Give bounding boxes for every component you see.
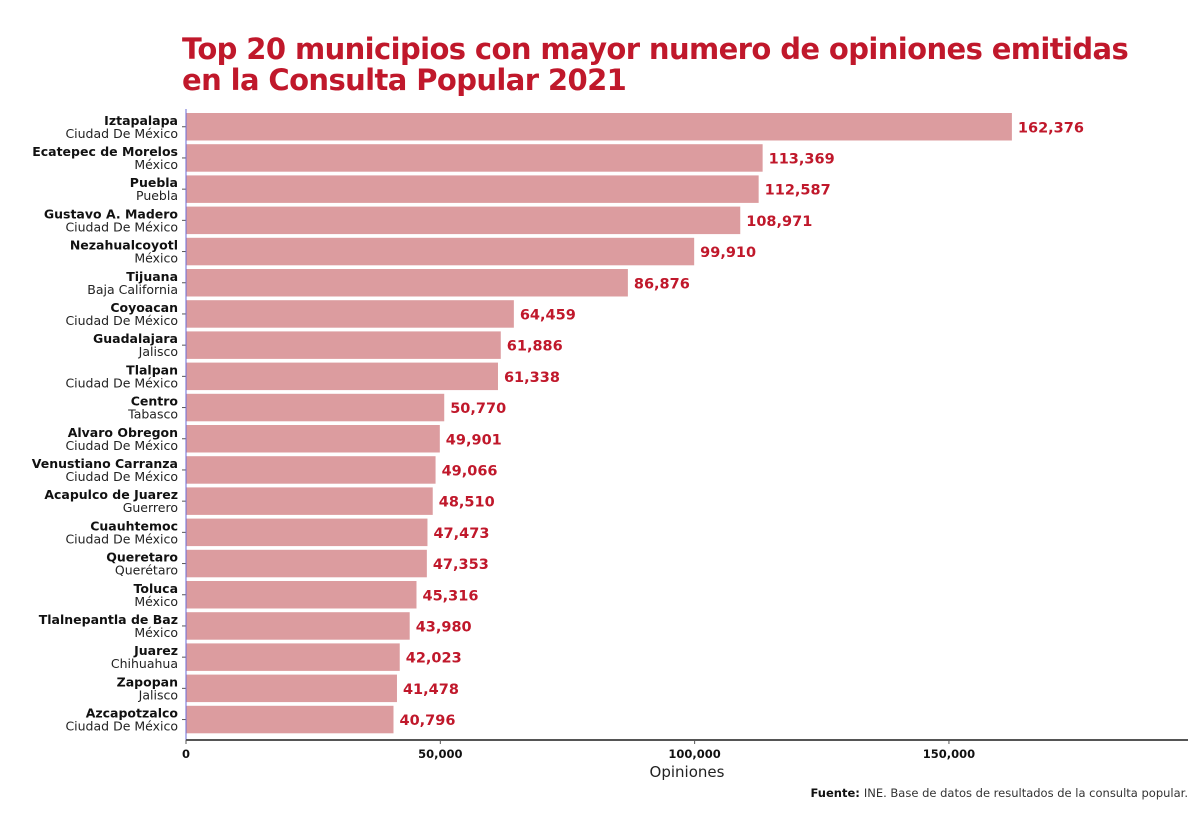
bar: [186, 362, 498, 391]
value-label: 86,876: [634, 276, 690, 292]
bar: [186, 144, 763, 172]
source-note: Fuente: INE. Base de datos de resultados …: [810, 786, 1188, 800]
category-label-estado: México: [134, 251, 178, 266]
bars-layer: [186, 113, 1012, 734]
category-label-estado: México: [134, 594, 178, 609]
source-label: Fuente:: [810, 786, 860, 800]
bar: [186, 643, 400, 671]
bar: [186, 175, 759, 203]
bar: [186, 612, 410, 640]
bar: [186, 269, 628, 297]
category-label-estado: México: [134, 157, 178, 172]
x-axis-title: Opiniones: [650, 763, 725, 781]
source-text: INE. Base de datos de resultados de la c…: [863, 786, 1188, 800]
category-label-estado: Jalisco: [138, 344, 178, 359]
x-tick-label: 100,000: [668, 747, 720, 761]
value-label: 43,980: [416, 619, 472, 635]
x-tick-label: 0: [182, 747, 190, 761]
category-label-estado: Ciudad De México: [65, 438, 178, 453]
category-label-municipio: Centro: [131, 394, 179, 409]
bar: [186, 705, 394, 734]
category-label-municipio: Iztapalapa: [104, 113, 178, 128]
category-label-estado: Ciudad De México: [65, 375, 178, 390]
category-label-estado: Tabasco: [127, 407, 178, 422]
category-label-estado: Puebla: [136, 188, 178, 203]
value-label: 162,376: [1018, 120, 1084, 136]
value-label: 41,478: [403, 682, 459, 698]
category-label-municipio: Tlalpan: [126, 362, 178, 377]
value-label: 45,316: [422, 588, 478, 604]
value-label: 61,886: [507, 339, 563, 355]
category-label-estado: Ciudad De México: [65, 219, 178, 234]
bar: [186, 425, 440, 453]
category-label-municipio: Cuauhtemoc: [90, 518, 178, 533]
bar: [186, 518, 428, 547]
category-label-municipio: Ecatepec de Morelos: [32, 144, 178, 159]
category-label-municipio: Queretaro: [106, 550, 178, 565]
bar: [186, 674, 397, 703]
bar: [186, 206, 741, 235]
value-label: 108,971: [746, 214, 812, 230]
chart-title-line-1: Top 20 municipios con mayor numero de op…: [182, 32, 1129, 66]
x-tick-label: 50,000: [418, 747, 462, 761]
category-label-estado: Jalisco: [138, 687, 178, 702]
value-label: 49,066: [442, 463, 498, 479]
x-tick-label: 150,000: [923, 747, 975, 761]
x-ticks-layer: 0 50,000 100,000 150,000: [182, 740, 975, 761]
bar: [186, 549, 427, 578]
category-label-municipio: Tlalnepantla de Baz: [39, 612, 178, 627]
bar: [186, 237, 695, 266]
value-label: 64,459: [520, 307, 576, 323]
bar: [186, 393, 445, 422]
category-label-estado: Ciudad De México: [65, 719, 178, 734]
category-label-municipio: Coyoacan: [110, 300, 178, 315]
value-labels-layer: 162,376 113,369 112,587 108,971 99,910 86,876…: [400, 120, 1084, 729]
category-label-municipio: Gustavo A. Madero: [44, 206, 179, 221]
value-label: 49,901: [446, 432, 502, 448]
value-label: 99,910: [700, 245, 756, 261]
category-label-municipio: Juarez: [133, 643, 178, 658]
chart-title-line-2: en la Consulta Popular 2021: [182, 63, 627, 97]
category-label-municipio: Guadalajara: [93, 331, 178, 346]
bar: [186, 487, 433, 515]
category-label-estado: Ciudad De México: [65, 531, 178, 546]
category-label-estado: Ciudad De México: [65, 126, 178, 141]
bar: [186, 456, 436, 484]
category-label-municipio: Zapopan: [117, 674, 178, 689]
category-label-municipio: Alvaro Obregon: [68, 425, 178, 440]
category-label-estado: Guerrero: [123, 500, 178, 515]
category-label-estado: México: [134, 625, 178, 640]
category-label-municipio: Azcapotzalco: [86, 706, 179, 721]
category-label-municipio: Acapulco de Juarez: [44, 487, 178, 502]
category-label-municipio: Toluca: [134, 581, 178, 596]
value-label: 42,023: [406, 651, 462, 667]
category-label-estado: Chihuahua: [111, 656, 178, 671]
category-label-municipio: Tijuana: [126, 269, 178, 284]
bar: [186, 581, 417, 609]
category-label-estado: Ciudad De México: [65, 313, 178, 328]
chart-title: Top 20 municipios con mayor numero de op…: [182, 34, 1182, 96]
value-label: 48,510: [439, 495, 495, 511]
value-label: 47,353: [433, 557, 489, 573]
bar: [186, 300, 514, 328]
bar: [186, 113, 1012, 141]
value-label: 40,796: [400, 713, 456, 729]
category-label-estado: Ciudad De México: [65, 469, 178, 484]
value-label: 50,770: [450, 401, 506, 417]
category-label-municipio: Puebla: [130, 175, 178, 190]
category-label-municipio: Venustiano Carranza: [32, 456, 178, 471]
value-label: 113,369: [769, 151, 835, 167]
value-label: 112,587: [765, 183, 831, 199]
bar: [186, 331, 501, 359]
value-label: 47,473: [433, 526, 489, 542]
category-label-estado: Baja California: [87, 282, 178, 297]
value-label: 61,338: [504, 370, 560, 386]
category-label-municipio: Nezahualcoyotl: [70, 238, 178, 253]
category-label-estado: Querétaro: [115, 563, 178, 578]
